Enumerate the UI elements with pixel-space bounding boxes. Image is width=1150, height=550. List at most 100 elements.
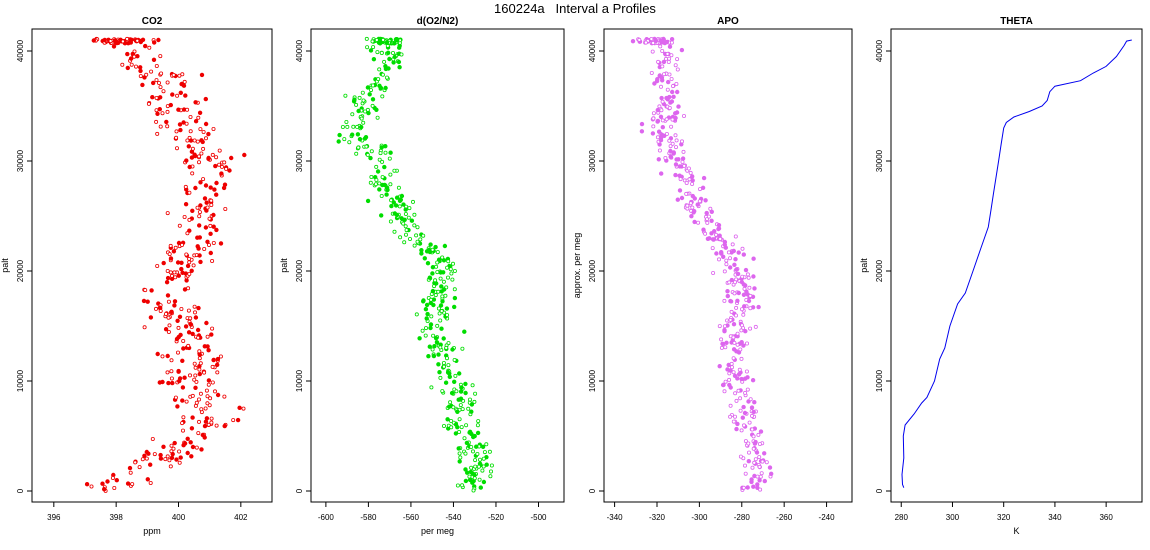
apo-data-point (665, 97, 670, 102)
co2-data-point (138, 74, 143, 79)
co2-data-point (190, 208, 195, 213)
apo-data-point (733, 257, 738, 262)
co2-data-point (142, 453, 147, 458)
co2-data-point (170, 451, 175, 457)
co2-data-point (192, 153, 198, 159)
o2n2-x-axis-label: per meg (421, 526, 454, 536)
o2n2-data-point (337, 132, 342, 138)
o2n2-data-point (383, 150, 388, 155)
co2-data-point (169, 443, 174, 448)
co2-data-point (155, 131, 160, 136)
apo-data-point (751, 256, 756, 261)
o2n2-data-point (380, 159, 385, 164)
o2n2-data-point (379, 145, 384, 150)
apo-data-point (714, 251, 719, 256)
co2-data-point (177, 314, 183, 319)
apo-data-point (722, 269, 727, 274)
theta-x-tick-label: 300 (946, 513, 960, 522)
apo-data-point (707, 236, 712, 241)
co2-data-point (224, 166, 229, 171)
apo-data-point (728, 298, 733, 304)
apo-data-point (656, 59, 661, 64)
o2n2-data-point (380, 175, 385, 180)
apo-data-point (680, 159, 685, 164)
co2-data-point (209, 420, 214, 425)
o2n2-data-point (424, 302, 430, 308)
apo-data-point (676, 157, 681, 162)
apo-data-point (703, 198, 708, 203)
o2n2-data-point (450, 261, 455, 266)
o2n2-data-point (363, 134, 369, 140)
o2n2-data-point (387, 156, 392, 161)
apo-data-point (701, 227, 706, 232)
co2-data-point (187, 164, 192, 170)
o2n2-data-point (473, 391, 478, 396)
co2-data-point (128, 470, 133, 475)
co2-data-point (210, 258, 215, 263)
apo-data-point (734, 267, 739, 272)
apo-data-point (746, 441, 751, 446)
o2n2-data-point (356, 108, 361, 114)
co2-data-point (198, 361, 203, 366)
o2n2-y-tick-label: 30000 (295, 149, 304, 172)
apo-data-point (667, 72, 672, 77)
co2-data-point (181, 415, 186, 420)
o2n2-data-point (436, 306, 441, 311)
co2-data-point (157, 95, 163, 100)
co2-data-point (175, 318, 180, 323)
apo-x-tick-label: -240 (819, 513, 836, 522)
apo-data-point (671, 94, 676, 99)
co2-data-point (169, 369, 174, 374)
o2n2-data-point (464, 440, 470, 446)
o2n2-data-point (463, 381, 468, 387)
apo-data-point (667, 106, 672, 111)
apo-data-point (728, 256, 733, 261)
apo-data-point (740, 274, 745, 279)
apo-data-point (673, 63, 678, 68)
theta-plot-frame (890, 28, 1143, 503)
o2n2-data-point (435, 250, 440, 255)
apo-data-point (665, 51, 670, 56)
o2n2-data-point (457, 371, 462, 376)
co2-data-point (197, 356, 202, 361)
apo-data-point (711, 270, 716, 275)
o2n2-data-point (430, 288, 436, 294)
apo-data-point (680, 156, 686, 161)
apo-data-point (681, 149, 686, 154)
co2-data-point (198, 180, 203, 185)
co2-data-point (165, 109, 170, 114)
co2-data-point (197, 349, 202, 354)
apo-data-point (666, 79, 671, 85)
o2n2-data-point (404, 228, 409, 233)
o2n2-data-point (470, 471, 475, 476)
co2-data-point (167, 323, 172, 328)
co2-data-point (135, 38, 140, 43)
co2-data-point (211, 212, 216, 218)
co2-data-point (135, 54, 140, 59)
o2n2-x-tick-label: -520 (488, 513, 505, 522)
co2-data-point (174, 457, 179, 462)
apo-data-point (739, 279, 744, 285)
apo-data-point (751, 274, 756, 279)
o2n2-data-point (384, 40, 390, 45)
co2-x-axis-label: ppm (143, 526, 161, 536)
co2-data-point (204, 320, 209, 326)
o2n2-data-point (430, 265, 436, 270)
co2-data-point (188, 321, 193, 327)
co2-data-point (179, 266, 184, 272)
co2-data-point (201, 146, 206, 151)
co2-data-point (203, 121, 209, 127)
apo-data-point (752, 460, 757, 465)
co2-data-point (211, 127, 216, 132)
co2-data-point (186, 343, 191, 348)
co2-panel: CO2 ppm palt 396 398 400 402 0 10000 20000 30000 40… (0, 16, 273, 536)
apo-data-point (724, 340, 729, 345)
co2-data-point (174, 129, 179, 134)
apo-data-point (710, 246, 715, 251)
o2n2-data-point (428, 242, 433, 247)
o2n2-data-point (438, 318, 443, 323)
o2n2-data-point (477, 457, 482, 462)
co2-data-point (203, 183, 209, 188)
o2n2-data-point (418, 237, 423, 242)
apo-data-point (657, 148, 662, 153)
